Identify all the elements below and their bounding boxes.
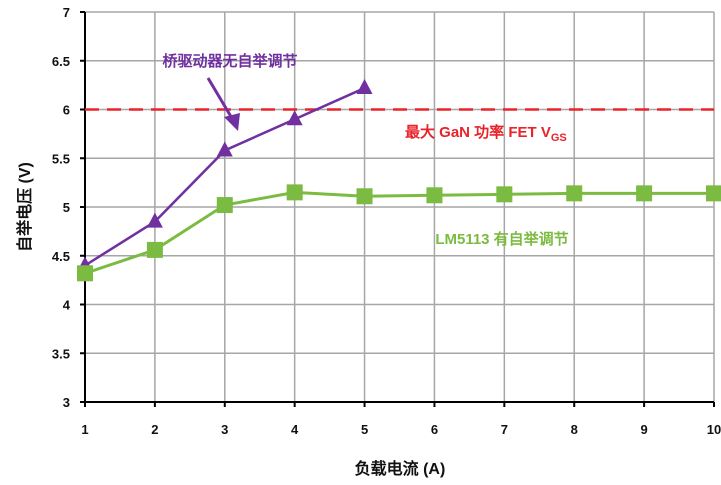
x-tick-label: 6 xyxy=(431,422,438,437)
y-tick-label: 5.5 xyxy=(52,151,70,166)
y-tick-label: 3 xyxy=(63,395,70,410)
y-axis-title: 自举电压 (V) xyxy=(15,162,34,252)
data-point-triangle xyxy=(356,79,373,95)
data-point-square xyxy=(356,188,373,205)
annotation-red-main: 最大 GaN 功率 FET V xyxy=(405,123,551,141)
x-axis-title: 负载电流 (A) xyxy=(355,459,446,478)
data-point-square xyxy=(216,197,233,214)
x-tick-label: 3 xyxy=(221,422,228,437)
data-point-square xyxy=(146,241,163,258)
data-point-triangle xyxy=(286,110,303,126)
data-point-triangle xyxy=(216,141,233,157)
data-point-square xyxy=(426,187,443,204)
y-tick-labels: 3 3.5 4 4.5 5 5.5 6 6.5 7 xyxy=(52,5,71,410)
data-point-square xyxy=(706,185,721,202)
axes xyxy=(80,11,715,407)
y-tick-label: 5 xyxy=(63,200,70,215)
annotation-arrow xyxy=(206,77,240,131)
data-point-square xyxy=(77,265,93,282)
y-tick-label: 6.5 xyxy=(52,54,70,69)
data-point-square xyxy=(496,186,513,203)
annotation-green: LM5113 有自举调节 xyxy=(435,230,568,248)
series-line-square xyxy=(84,190,714,275)
x-tick-label: 8 xyxy=(571,422,578,437)
x-tick-label: 1 xyxy=(81,422,88,437)
series-group xyxy=(77,79,721,282)
x-tick-label: 4 xyxy=(291,422,299,437)
annotation-red: 最大 GaN 功率 FET VGS xyxy=(405,123,567,144)
x-tick-label: 7 xyxy=(501,422,508,437)
x-tick-label: 5 xyxy=(361,422,368,437)
annotation-purple: 桥驱动器无自举调节 xyxy=(162,52,297,70)
x-tick-label: 10 xyxy=(707,422,721,437)
data-point-square xyxy=(566,185,583,202)
x-tick-labels: 1 2 3 4 5 6 7 8 9 10 xyxy=(81,422,721,437)
data-point-square xyxy=(636,185,653,202)
y-tick-label: 7 xyxy=(63,5,70,20)
x-tick-label: 2 xyxy=(151,422,158,437)
data-point-square xyxy=(286,184,303,201)
x-tick-label: 9 xyxy=(640,422,647,437)
data-point-triangle xyxy=(146,212,163,228)
y-tick-label: 6 xyxy=(63,103,70,118)
y-tick-label: 4 xyxy=(63,298,71,313)
y-tick-label: 4.5 xyxy=(52,249,70,264)
y-tick-label: 3.5 xyxy=(52,346,70,361)
annotation-red-subscript: GS xyxy=(551,132,567,144)
